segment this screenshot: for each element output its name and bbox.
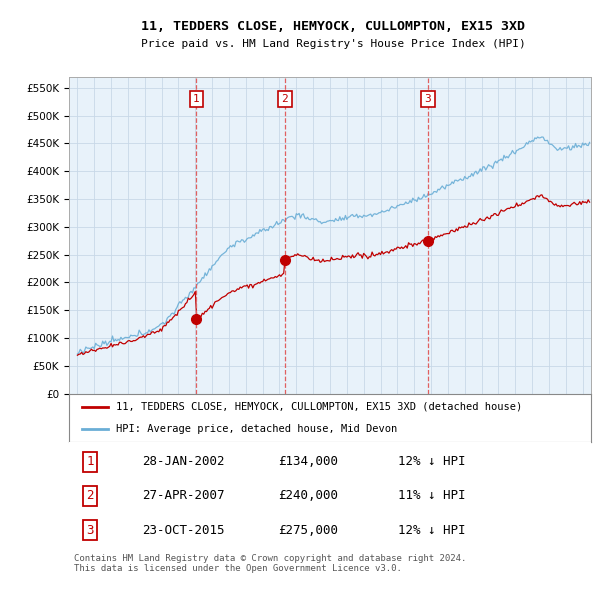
Text: 11% ↓ HPI: 11% ↓ HPI bbox=[398, 489, 466, 502]
Text: 3: 3 bbox=[86, 524, 94, 537]
Text: Price paid vs. HM Land Registry's House Price Index (HPI): Price paid vs. HM Land Registry's House … bbox=[140, 40, 526, 49]
Text: 23-OCT-2015: 23-OCT-2015 bbox=[142, 524, 224, 537]
Text: 2: 2 bbox=[281, 94, 288, 104]
Text: 1: 1 bbox=[86, 455, 94, 468]
Text: Contains HM Land Registry data © Crown copyright and database right 2024.
This d: Contains HM Land Registry data © Crown c… bbox=[74, 554, 467, 573]
Text: 11, TEDDERS CLOSE, HEMYOCK, CULLOMPTON, EX15 3XD: 11, TEDDERS CLOSE, HEMYOCK, CULLOMPTON, … bbox=[141, 20, 525, 33]
Text: 2: 2 bbox=[86, 489, 94, 502]
Text: 27-APR-2007: 27-APR-2007 bbox=[142, 489, 224, 502]
Text: £240,000: £240,000 bbox=[278, 489, 338, 502]
Text: 3: 3 bbox=[424, 94, 431, 104]
Text: £134,000: £134,000 bbox=[278, 455, 338, 468]
Text: 28-JAN-2002: 28-JAN-2002 bbox=[142, 455, 224, 468]
Text: 12% ↓ HPI: 12% ↓ HPI bbox=[398, 524, 466, 537]
Text: 1: 1 bbox=[193, 94, 200, 104]
Text: 12% ↓ HPI: 12% ↓ HPI bbox=[398, 455, 466, 468]
Text: 11, TEDDERS CLOSE, HEMYOCK, CULLOMPTON, EX15 3XD (detached house): 11, TEDDERS CLOSE, HEMYOCK, CULLOMPTON, … bbox=[116, 402, 522, 412]
Text: £275,000: £275,000 bbox=[278, 524, 338, 537]
Text: HPI: Average price, detached house, Mid Devon: HPI: Average price, detached house, Mid … bbox=[116, 424, 397, 434]
